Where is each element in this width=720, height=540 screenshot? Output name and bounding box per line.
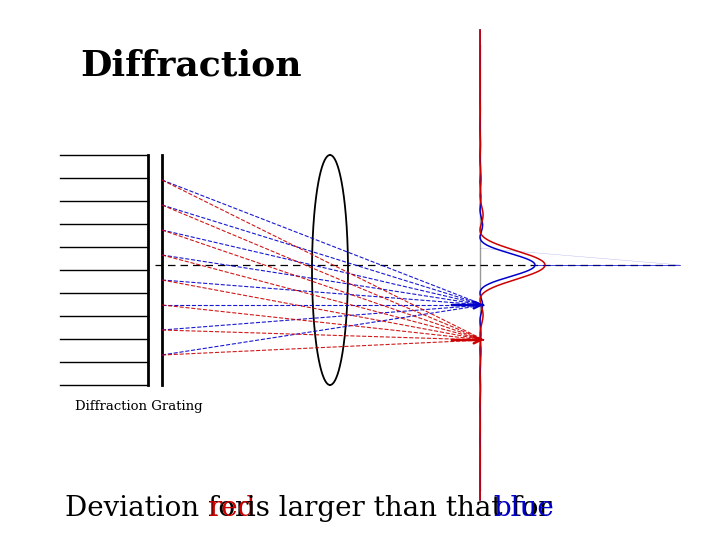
Text: Deviation for: Deviation for (65, 495, 257, 522)
Text: is larger than that for: is larger than that for (238, 495, 561, 522)
Text: blue: blue (493, 495, 554, 522)
Text: red: red (208, 495, 255, 522)
Text: Diffraction Grating: Diffraction Grating (75, 400, 202, 413)
Text: Diffraction: Diffraction (80, 48, 302, 82)
